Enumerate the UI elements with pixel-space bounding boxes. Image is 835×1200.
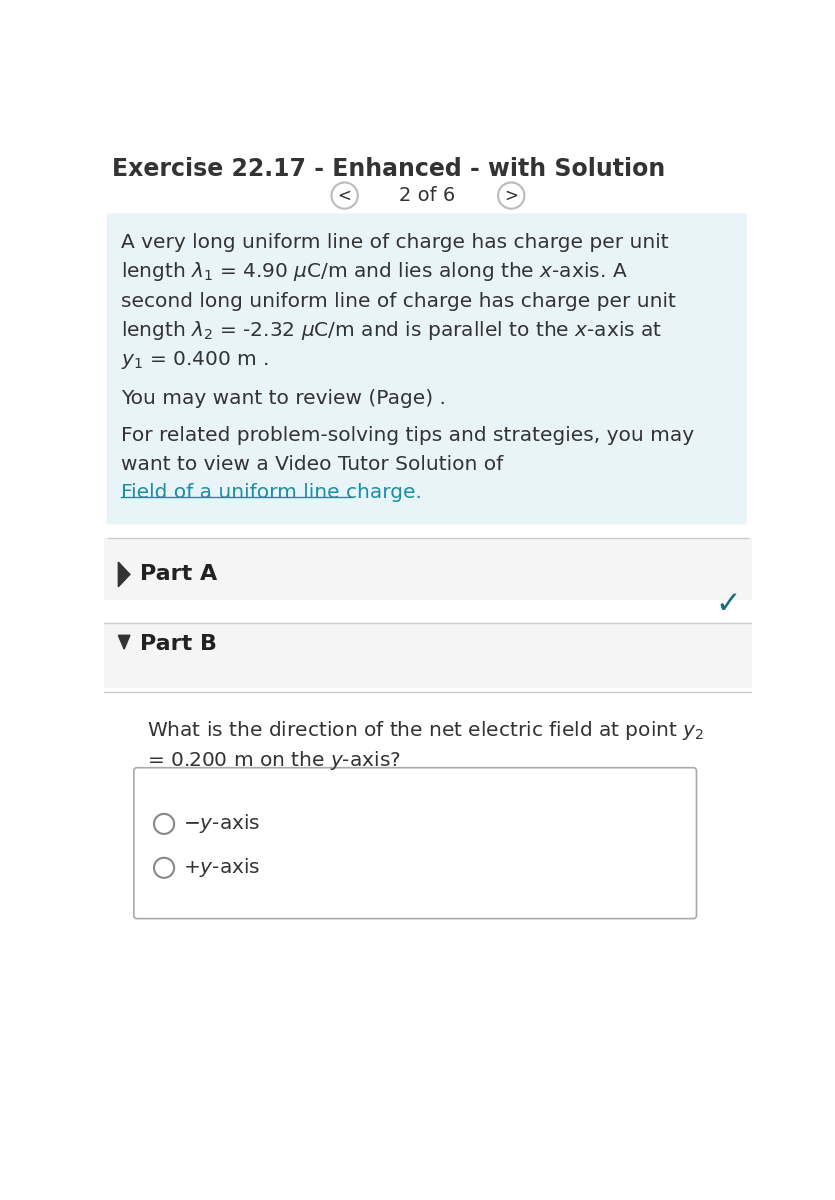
Text: You may want to review (Page) .: You may want to review (Page) . bbox=[121, 389, 446, 408]
Text: Part B: Part B bbox=[140, 634, 217, 654]
Text: What is the direction of the net electric field at point $y_2$: What is the direction of the net electri… bbox=[147, 719, 704, 743]
Polygon shape bbox=[119, 635, 130, 649]
Text: Exercise 22.17 - Enhanced - with Solution: Exercise 22.17 - Enhanced - with Solutio… bbox=[112, 157, 665, 181]
Text: For related problem-solving tips and strategies, you may: For related problem-solving tips and str… bbox=[121, 426, 695, 444]
Text: Field of a uniform line charge.: Field of a uniform line charge. bbox=[121, 482, 423, 502]
Polygon shape bbox=[119, 562, 130, 587]
Text: <: < bbox=[337, 186, 352, 204]
Text: 2 of 6: 2 of 6 bbox=[399, 186, 456, 205]
FancyBboxPatch shape bbox=[107, 214, 746, 524]
Text: $+y$-axis: $+y$-axis bbox=[184, 857, 261, 880]
Text: A very long uniform line of charge has charge per unit: A very long uniform line of charge has c… bbox=[121, 233, 669, 252]
Text: $-y$-axis: $-y$-axis bbox=[184, 812, 261, 835]
Text: ✓: ✓ bbox=[716, 590, 741, 619]
Text: length $\lambda_1$ = 4.90 $\mu$C/m and lies along the $x$-axis. A: length $\lambda_1$ = 4.90 $\mu$C/m and l… bbox=[121, 260, 628, 283]
Text: >: > bbox=[504, 186, 519, 204]
Text: Part A: Part A bbox=[140, 564, 217, 584]
Text: length $\lambda_2$ = -2.32 $\mu$C/m and is parallel to the $x$-axis at: length $\lambda_2$ = -2.32 $\mu$C/m and … bbox=[121, 319, 663, 342]
Text: second long uniform line of charge has charge per unit: second long uniform line of charge has c… bbox=[121, 292, 676, 311]
FancyBboxPatch shape bbox=[104, 539, 752, 600]
Text: $y_1$ = 0.400 m .: $y_1$ = 0.400 m . bbox=[121, 348, 269, 371]
Text: = 0.200 m on the $y$-axis?: = 0.200 m on the $y$-axis? bbox=[147, 749, 401, 772]
FancyBboxPatch shape bbox=[104, 623, 752, 688]
Text: want to view a Video Tutor Solution of: want to view a Video Tutor Solution of bbox=[121, 455, 504, 474]
FancyBboxPatch shape bbox=[134, 768, 696, 919]
